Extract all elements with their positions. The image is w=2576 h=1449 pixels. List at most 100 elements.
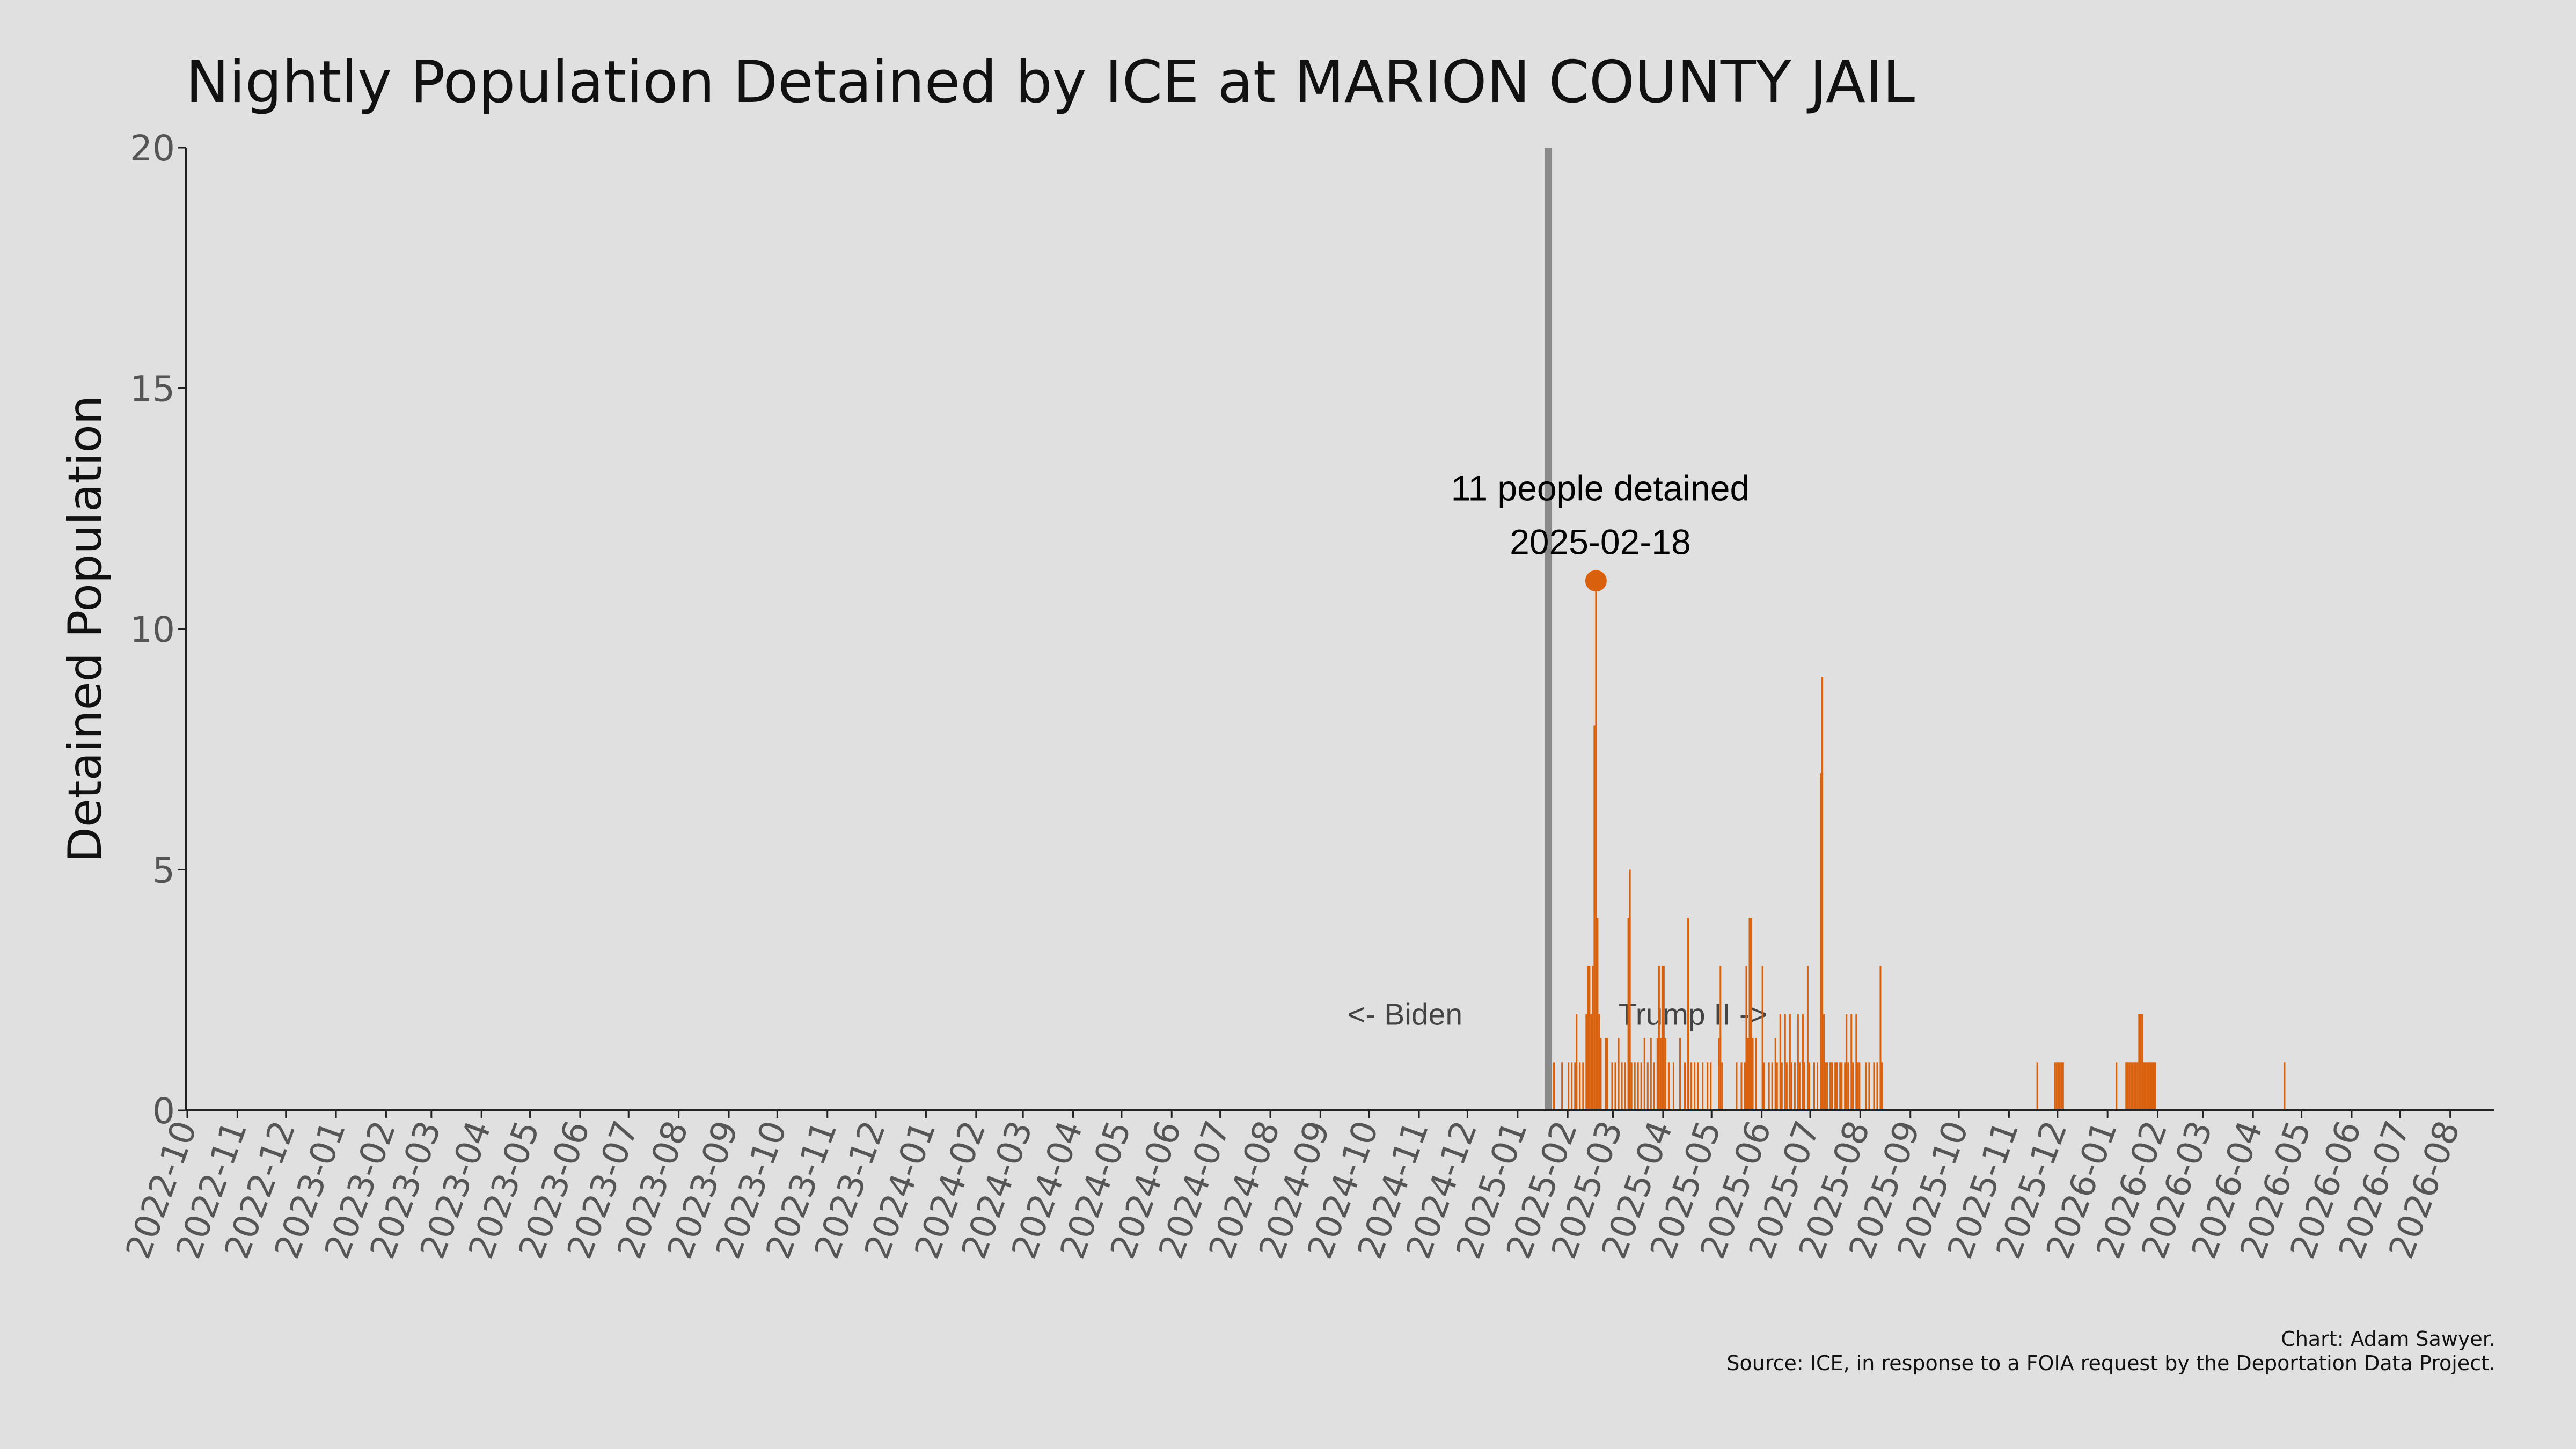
bar <box>1768 1062 1770 1110</box>
bar <box>1597 918 1599 1110</box>
bar <box>2132 1062 2134 1110</box>
bar <box>1679 1038 1681 1110</box>
bar <box>1621 1062 1623 1110</box>
bar <box>1664 1038 1666 1110</box>
bar <box>1627 918 1629 1110</box>
bar <box>1781 1062 1783 1110</box>
bar <box>1571 1062 1573 1110</box>
bar <box>1710 1062 1712 1110</box>
bar <box>1659 1038 1662 1110</box>
bar <box>1876 1062 1878 1110</box>
bar <box>1755 1038 1757 1110</box>
bar <box>2136 1062 2139 1110</box>
bar <box>1611 1062 1613 1110</box>
bar <box>2036 1062 2038 1110</box>
bar <box>1847 1062 1849 1110</box>
bar <box>1702 1062 1704 1110</box>
bar <box>1857 1062 1859 1110</box>
bar <box>1643 1038 1645 1110</box>
bar <box>1718 1038 1720 1110</box>
bar <box>2060 1062 2062 1110</box>
bar <box>1806 965 1809 1110</box>
bar <box>1592 965 1594 1110</box>
bar <box>1624 1062 1626 1110</box>
bar <box>2055 1062 2058 1110</box>
bar <box>2141 1014 2143 1110</box>
bar <box>1865 1062 1867 1110</box>
bar <box>1687 918 1689 1110</box>
bar <box>2130 1062 2132 1110</box>
bar <box>1663 965 1665 1110</box>
bar <box>2116 1062 2118 1110</box>
highlight-label: 11 people detained <box>1451 468 1750 508</box>
bar <box>1582 1062 1584 1110</box>
bar <box>2151 1062 2153 1110</box>
bar <box>1590 1014 1592 1110</box>
bar <box>1841 1062 1843 1110</box>
bar <box>1798 1062 1801 1110</box>
bar <box>1661 965 1663 1110</box>
bar <box>1873 1062 1875 1110</box>
bar <box>1881 1062 1883 1110</box>
bar <box>1868 1062 1870 1110</box>
bar <box>1593 725 1596 1110</box>
bar <box>1748 918 1751 1110</box>
bar <box>1721 1062 1723 1110</box>
bar <box>1595 581 1597 1110</box>
bar <box>1820 773 1822 1110</box>
y-tick-label: 5 <box>152 850 175 891</box>
region-label: Trump II -> <box>1618 998 1767 1032</box>
bar <box>2057 1062 2059 1110</box>
bar <box>2149 1062 2151 1110</box>
bar <box>1576 1014 1578 1110</box>
source: Source: ICE, in response to a FOIA reque… <box>1726 1351 2496 1375</box>
bar <box>1697 1062 1699 1110</box>
bar <box>1740 1062 1743 1110</box>
bar <box>1839 1062 1841 1110</box>
region-label: <- Biden <box>1348 998 1462 1032</box>
bar <box>2153 1062 2155 1110</box>
bar <box>2143 1062 2145 1110</box>
bar <box>1614 1062 1616 1110</box>
bar <box>1750 918 1752 1110</box>
bar <box>2128 1062 2131 1110</box>
bar <box>1707 1062 1709 1110</box>
bar <box>1736 1062 1738 1110</box>
bar <box>1656 1038 1658 1110</box>
bar <box>2127 1062 2129 1110</box>
y-tick-label: 10 <box>130 609 175 650</box>
y-tick-label: 20 <box>130 128 175 169</box>
bar <box>1744 1062 1746 1110</box>
bar <box>1803 1062 1805 1110</box>
bar <box>1813 1062 1815 1110</box>
bar <box>1585 1014 1587 1110</box>
bar <box>1630 1062 1633 1110</box>
bar <box>1650 1038 1652 1110</box>
bar <box>1855 1014 1857 1110</box>
bar <box>1846 1014 1848 1110</box>
bar <box>1553 1062 1555 1110</box>
credit: Chart: Adam Sawyer. <box>2281 1327 2496 1351</box>
bar <box>1858 1062 1861 1110</box>
bar <box>1829 1062 1832 1110</box>
bar <box>1844 1062 1846 1110</box>
bar <box>1771 1062 1773 1110</box>
bar <box>1852 1062 1854 1110</box>
bar <box>1719 965 1722 1110</box>
bar <box>1826 1062 1828 1110</box>
bar <box>1850 1014 1853 1110</box>
bar <box>1684 1062 1686 1110</box>
bar <box>2062 1062 2064 1110</box>
bar <box>2140 1014 2142 1110</box>
bar <box>2135 1062 2137 1110</box>
bar <box>1606 1038 1608 1110</box>
bar <box>2284 1062 2286 1110</box>
bar <box>1790 1062 1792 1110</box>
bar <box>1797 1014 1799 1110</box>
bar <box>2138 1014 2140 1110</box>
bar <box>2145 1062 2147 1110</box>
highlight-point <box>1585 570 1607 592</box>
bar <box>1629 869 1631 1110</box>
bar <box>2054 1062 2056 1110</box>
bar <box>1823 1014 1825 1110</box>
